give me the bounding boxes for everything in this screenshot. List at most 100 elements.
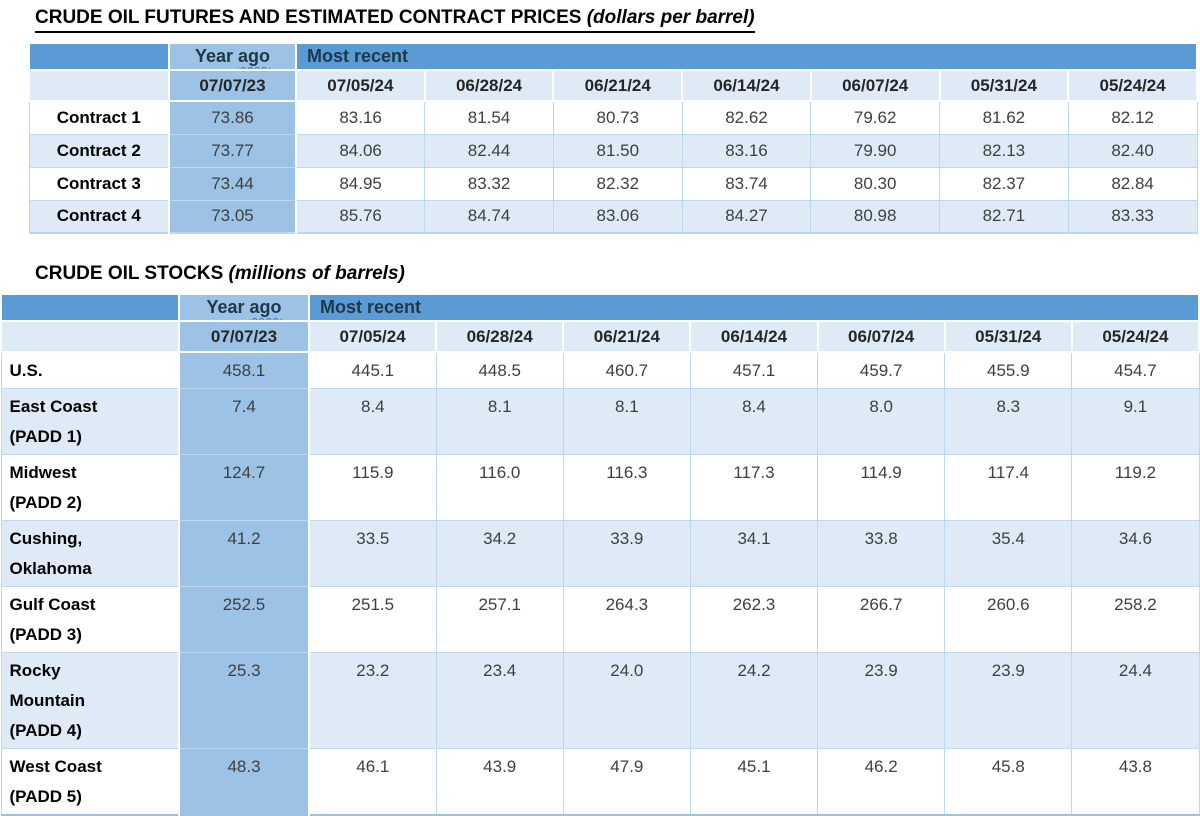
value-cell: 79.62 xyxy=(810,100,941,135)
futures-dates-row: 07/07/23 07/05/24 06/28/24 06/21/24 06/1… xyxy=(28,69,1198,102)
value-cell: 80.98 xyxy=(810,199,941,234)
value-cell: 8.4 xyxy=(308,388,437,455)
stocks-table: Year ago Most recent 07/07/23 07/05/24 0… xyxy=(0,293,1200,816)
year-ago-label: Year xyxy=(194,46,239,66)
table-row: East Coast (PADD 1) 7.4 8.4 8.1 8.1 8.4 … xyxy=(0,388,1200,455)
date-cell: 06/21/24 xyxy=(562,320,692,353)
table-row: Contract 2 73.77 84.06 82.44 81.50 83.16… xyxy=(28,133,1198,168)
row-label-line: Midwest xyxy=(9,463,77,482)
value-cell: 73.86 xyxy=(168,100,297,135)
date-cell: 05/24/24 xyxy=(1067,69,1198,102)
row-label: Cushing, Oklahoma xyxy=(0,520,180,587)
date-cell: 06/14/24 xyxy=(689,320,819,353)
value-cell: 7.4 xyxy=(178,388,310,455)
value-cell: 81.50 xyxy=(552,133,683,168)
value-cell: 260.6 xyxy=(944,586,1073,653)
value-cell: 23.9 xyxy=(944,652,1073,749)
stocks-header-row: Year ago Most recent xyxy=(0,293,1200,322)
date-corner-cell xyxy=(0,320,180,353)
value-cell: 457.1 xyxy=(689,351,819,389)
value-cell: 24.4 xyxy=(1071,652,1200,749)
row-label-line: Mountain xyxy=(9,691,86,710)
value-cell: 79.90 xyxy=(810,133,941,168)
row-label: Contract 1 xyxy=(28,100,170,135)
value-cell: 82.44 xyxy=(424,133,554,168)
value-cell: 48.3 xyxy=(178,748,310,816)
value-cell: 258.2 xyxy=(1071,586,1200,653)
year-ago-label-wavy: ago xyxy=(249,297,282,317)
value-cell: 84.95 xyxy=(295,166,426,201)
table-row: Contract 3 73.44 84.95 83.32 82.32 83.74… xyxy=(28,166,1198,201)
value-cell: 84.27 xyxy=(681,199,812,234)
value-cell: 34.1 xyxy=(689,520,819,587)
value-cell: 80.73 xyxy=(552,100,683,135)
value-cell: 124.7 xyxy=(178,454,310,521)
row-label-line: (PADD 5) xyxy=(9,787,82,806)
value-cell: 83.33 xyxy=(1067,199,1198,234)
row-label-line: Gulf Coast xyxy=(9,595,96,614)
value-cell: 84.06 xyxy=(295,133,426,168)
value-cell: 82.40 xyxy=(1067,133,1198,168)
value-cell: 264.3 xyxy=(562,586,691,653)
futures-table: Year ago Most recent 07/07/23 07/05/24 0… xyxy=(28,42,1198,234)
value-cell: 34.6 xyxy=(1071,520,1200,587)
value-cell: 81.54 xyxy=(424,100,554,135)
value-cell: 251.5 xyxy=(308,586,437,653)
row-label: West Coast (PADD 5) xyxy=(0,748,180,816)
row-label-line: Cushing, xyxy=(9,529,83,548)
value-cell: 24.2 xyxy=(689,652,819,749)
value-cell: 454.7 xyxy=(1071,351,1200,389)
table-row: U.S. 458.1 445.1 448.5 460.7 457.1 459.7… xyxy=(0,351,1200,389)
futures-title-main: CRUDE OIL FUTURES AND ESTIMATED CONTRACT… xyxy=(35,7,587,28)
date-cell: 06/21/24 xyxy=(552,69,684,102)
date-cell: 06/14/24 xyxy=(681,69,812,102)
futures-title-text: CRUDE OIL FUTURES AND ESTIMATED CONTRACT… xyxy=(35,7,755,33)
value-cell: 116.0 xyxy=(435,454,564,521)
value-cell: 73.77 xyxy=(168,133,297,168)
value-cell: 252.5 xyxy=(178,586,310,653)
value-cell: 459.7 xyxy=(817,351,946,389)
value-cell: 119.2 xyxy=(1071,454,1200,521)
value-cell: 455.9 xyxy=(944,351,1073,389)
row-label: Rocky Mountain (PADD 4) xyxy=(0,652,180,749)
row-label-line: (PADD 3) xyxy=(9,625,82,644)
value-cell: 82.62 xyxy=(681,100,812,135)
value-cell: 458.1 xyxy=(178,351,310,389)
row-label: East Coast (PADD 1) xyxy=(0,388,180,455)
row-label-line: West Coast xyxy=(9,757,102,776)
value-cell: 257.1 xyxy=(435,586,564,653)
futures-header-row: Year ago Most recent xyxy=(28,42,1198,71)
row-label: Contract 3 xyxy=(28,166,170,201)
value-cell: 117.3 xyxy=(689,454,819,521)
value-cell: 33.8 xyxy=(817,520,946,587)
value-cell: 262.3 xyxy=(689,586,819,653)
table-row: Contract 4 73.05 85.76 84.74 83.06 84.27… xyxy=(28,199,1198,234)
value-cell: 8.1 xyxy=(562,388,691,455)
report-page: CRUDE OIL FUTURES AND ESTIMATED CONTRACT… xyxy=(0,7,1200,816)
value-cell: 85.76 xyxy=(295,199,426,234)
futures-title-unit: (dollars per barrel) xyxy=(586,7,755,28)
value-cell: 448.5 xyxy=(435,351,564,389)
table-row: Midwest (PADD 2) 124.7 115.9 116.0 116.3… xyxy=(0,454,1200,521)
value-cell: 460.7 xyxy=(562,351,691,389)
value-cell: 33.9 xyxy=(562,520,691,587)
value-cell: 84.74 xyxy=(424,199,554,234)
table-row: Cushing, Oklahoma 41.2 33.5 34.2 33.9 34… xyxy=(0,520,1200,587)
value-cell: 116.3 xyxy=(562,454,691,521)
row-label: Contract 4 xyxy=(28,199,170,234)
value-cell: 8.0 xyxy=(817,388,946,455)
table-row: West Coast (PADD 5) 48.3 46.1 43.9 47.9 … xyxy=(0,748,1200,816)
value-cell: 24.0 xyxy=(562,652,691,749)
date-cell: 06/07/24 xyxy=(816,320,946,353)
value-cell: 23.2 xyxy=(308,652,437,749)
date-corner-cell xyxy=(28,69,170,102)
year-ago-label-wavy: ago xyxy=(238,46,271,66)
value-cell: 83.74 xyxy=(681,166,812,201)
value-cell: 34.2 xyxy=(435,520,564,587)
value-cell: 9.1 xyxy=(1071,388,1200,455)
value-cell: 117.4 xyxy=(944,454,1073,521)
value-cell: 46.2 xyxy=(817,748,946,816)
date-cell: 06/28/24 xyxy=(435,320,565,353)
value-cell: 41.2 xyxy=(178,520,310,587)
value-cell: 82.71 xyxy=(939,199,1069,234)
